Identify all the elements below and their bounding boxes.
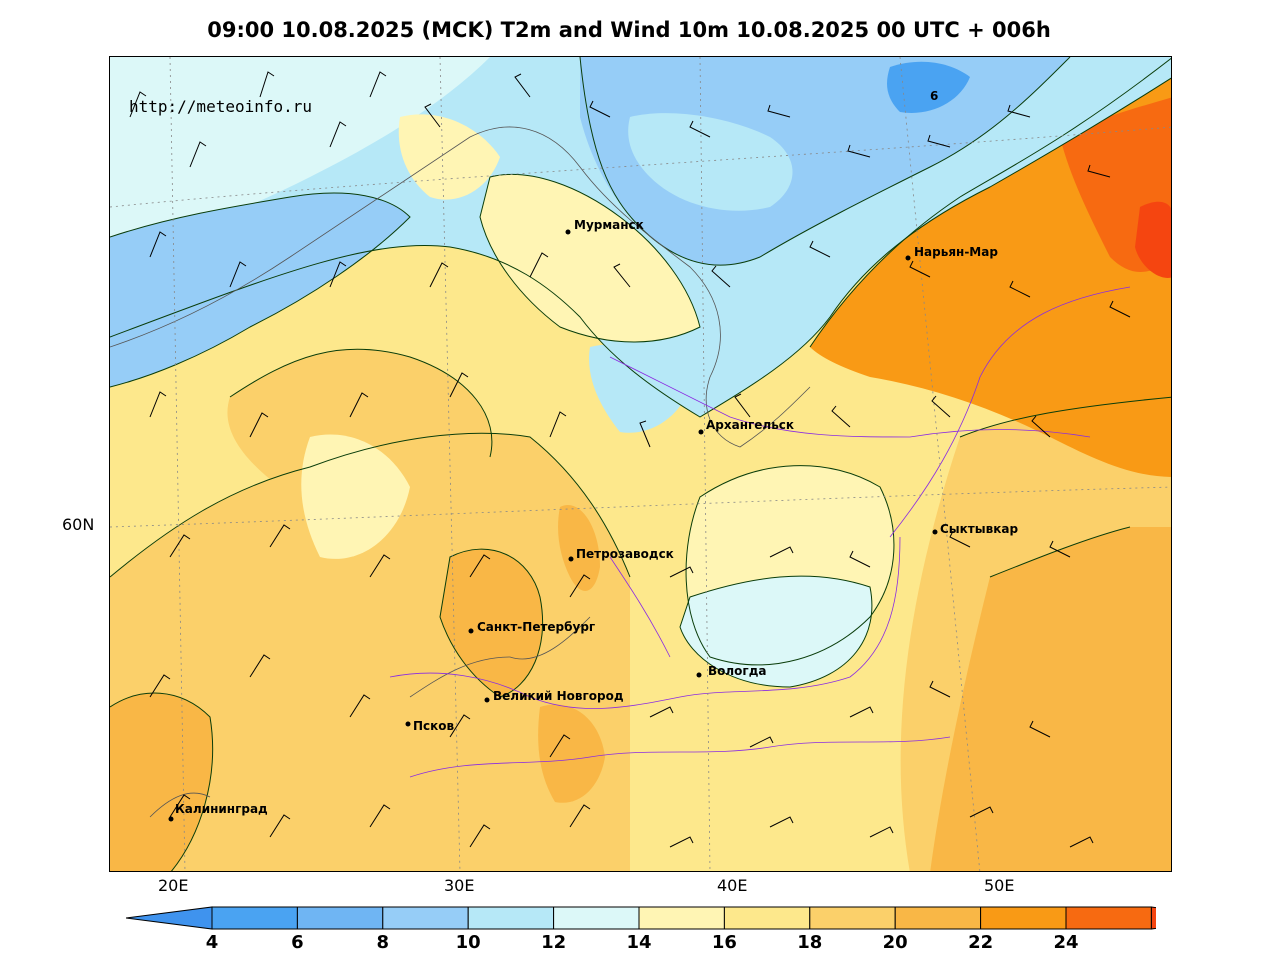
colorbar-tick-label: 16 <box>711 932 737 953</box>
colorbar-tick-label: 6 <box>291 932 304 953</box>
lon-label-30e: 30E <box>444 876 475 895</box>
city-label-murmansk: Мурманск <box>574 218 644 232</box>
white-sea <box>589 344 690 433</box>
city-dot-veliky-novgorod <box>484 697 490 703</box>
zone-10-12-barents-patch <box>628 113 793 211</box>
city-label-naryan-mar: Нарьян-Мар <box>914 245 998 259</box>
colorbar-tick-label: 20 <box>882 932 908 953</box>
city-dot-kaliningrad <box>168 816 174 822</box>
city-label-veliky-novgorod: Великий Новгород <box>493 689 624 703</box>
colorbar-cell <box>723 906 811 930</box>
city-label-kaliningrad: Калининград <box>175 802 268 816</box>
colorbar-tick-label: 18 <box>797 932 823 953</box>
contour-value-label: 6 <box>930 89 939 103</box>
colorbar-tick-label: 8 <box>376 932 390 953</box>
lake-onega <box>558 505 600 591</box>
city-dot-pskov <box>405 721 411 727</box>
colorbar-cell <box>382 906 469 930</box>
zone-18-20-karelia <box>227 349 492 487</box>
city-dot-murmansk <box>565 229 571 235</box>
map-title: 09:00 10.08.2025 (MCK) T2m and Wind 10m … <box>207 18 1051 42</box>
colorbar-cell <box>211 906 298 930</box>
zone-8-10-barents <box>580 57 1070 266</box>
admin-borders <box>389 286 1131 778</box>
colorbar-tick-label: 10 <box>455 932 481 953</box>
zone-20-22-novgorod <box>538 704 605 803</box>
colorbar-cell <box>296 906 384 930</box>
colorbar-cell <box>467 906 555 930</box>
colorbar-tick-label: 12 <box>541 932 567 953</box>
colorbar-min-arrow <box>126 906 213 930</box>
city-label-petrozavodsk: Петрозаводск <box>576 547 674 561</box>
zone-14-16-karelia <box>301 434 410 559</box>
colorbar-cell <box>638 906 725 930</box>
city-dot-petrozavodsk <box>568 556 574 562</box>
graticule <box>110 57 1171 871</box>
zone-14-16-kola <box>480 174 700 342</box>
map-area[interactable]: http://meteoinfo.ru 6 Мурманск Нарьян-Ма… <box>109 56 1172 872</box>
zone-18-20-west <box>110 433 630 871</box>
city-dot-naryan-mar <box>905 255 911 261</box>
colorbar-tick-label: 24 <box>1053 932 1079 953</box>
lat-label-60n: 60N <box>62 515 95 534</box>
city-dot-syktyvkar <box>932 529 938 535</box>
city-label-vologda: Вологда <box>708 664 767 678</box>
zone-8-10-norway <box>110 193 410 387</box>
colorbar-cell <box>894 906 982 930</box>
city-label-saint-petersburg: Санкт-Петербург <box>477 620 596 634</box>
city-dot-arkhangelsk <box>698 429 704 435</box>
zone-12-14-nw <box>110 57 490 257</box>
temperature-field <box>110 57 1171 871</box>
colorbar-cell <box>1065 906 1152 930</box>
source-url: http://meteoinfo.ru <box>129 97 313 116</box>
wind-barbs <box>129 71 1131 848</box>
colorbar-cell <box>980 906 1067 930</box>
zone-6-8-novaya <box>887 61 970 113</box>
zone-20-22-sw <box>110 693 213 871</box>
city-label-pskov: Псков <box>413 719 455 733</box>
zone-20-22-se <box>930 527 1171 871</box>
temperature-colorbar <box>126 906 1156 930</box>
colorbar-max-arrow <box>1150 906 1156 930</box>
colorbar-cell <box>809 906 896 930</box>
colorbar-cell <box>553 906 640 930</box>
zone-hot-core <box>1135 201 1171 278</box>
zone-14-16-finnmark <box>398 114 500 200</box>
contour-lines <box>110 57 1171 871</box>
zone-12-14-center <box>680 576 872 687</box>
city-label-syktyvkar: Сыктывкар <box>940 522 1019 536</box>
lon-label-50e: 50E <box>984 876 1015 895</box>
city-dot-vologda <box>696 672 702 678</box>
colorbar-tick-label: 14 <box>626 932 652 953</box>
city-label-arkhangelsk: Архангельск <box>706 418 795 432</box>
coastlines <box>110 126 811 818</box>
colorbar-tick-label: 22 <box>968 932 994 953</box>
lon-label-20e: 20E <box>158 876 189 895</box>
colorbar-tick-label: 4 <box>205 932 219 953</box>
zone-20-22-spb <box>440 549 543 697</box>
city-dot-saint-petersburg <box>468 628 474 634</box>
lon-label-40e: 40E <box>717 876 748 895</box>
